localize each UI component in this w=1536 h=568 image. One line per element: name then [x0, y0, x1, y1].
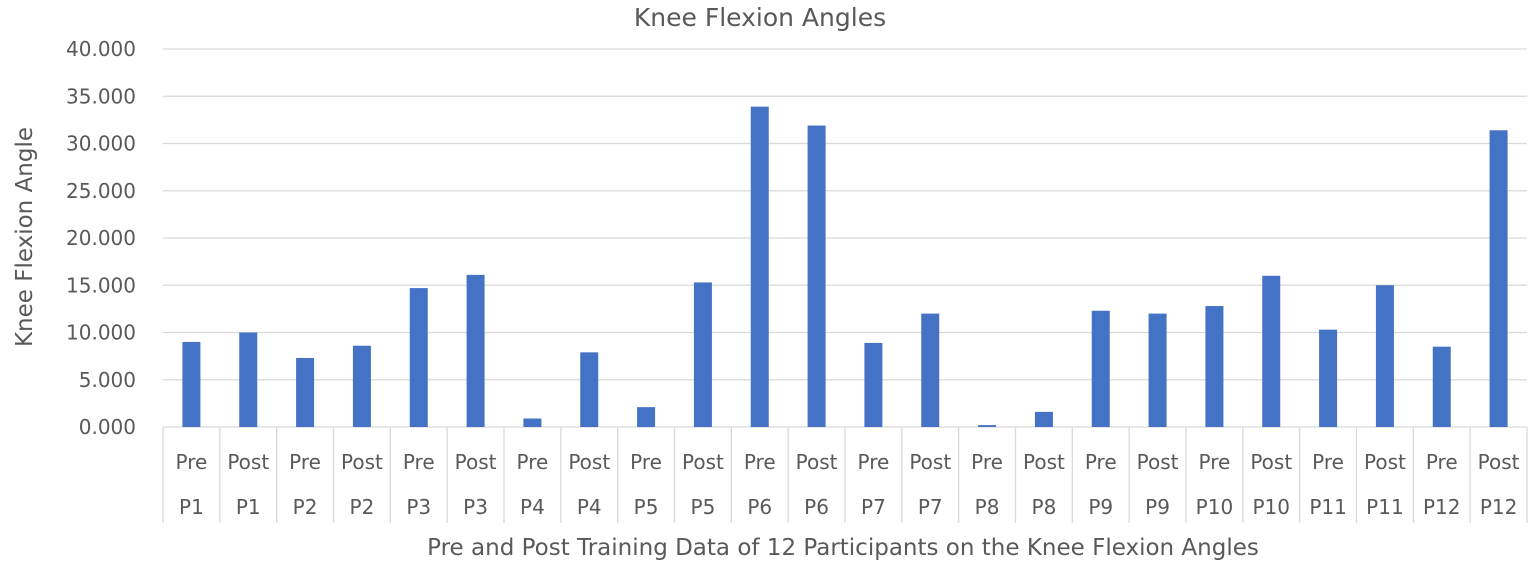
- x-tick-participant: P3: [406, 495, 431, 519]
- bar: [1148, 313, 1167, 427]
- x-tick-phase: Post: [1250, 450, 1292, 474]
- x-tick-phase: Pre: [403, 450, 435, 474]
- x-tick-phase: Pre: [289, 450, 321, 474]
- bar: [409, 288, 428, 427]
- y-tick-label: 20.000: [66, 226, 136, 250]
- gridlines: [163, 48, 1527, 428]
- bar: [1489, 130, 1508, 427]
- x-tick-phase: Pre: [744, 450, 776, 474]
- bar: [1319, 329, 1338, 427]
- x-tick-participant: P7: [861, 495, 886, 519]
- x-tick-phase: Post: [227, 450, 269, 474]
- x-axis-label: Pre and Post Training Data of 12 Partici…: [427, 535, 1259, 561]
- bar: [466, 274, 485, 427]
- bar: [523, 418, 542, 427]
- y-axis-label: Knee Flexion Angle: [12, 127, 38, 347]
- x-tick-participant: P4: [577, 495, 602, 519]
- y-axis-ticks: 0.000 5.000 10.000 15.000 20.000 25.000 30.000…: [66, 37, 136, 439]
- x-tick-phase: Pre: [630, 450, 662, 474]
- x-tick-participant: P4: [520, 495, 545, 519]
- x-tick-participant: P5: [691, 495, 716, 519]
- bar: [750, 106, 769, 428]
- bar: [1205, 306, 1224, 427]
- x-tick-participant: P9: [1145, 495, 1170, 519]
- x-tick-participant: P6: [804, 495, 829, 519]
- bar: [1375, 285, 1394, 427]
- bar: [352, 345, 371, 427]
- x-tick-participant: P11: [1366, 495, 1404, 519]
- y-tick-label: 0.000: [79, 415, 136, 439]
- x-tick-participant: P8: [975, 495, 1000, 519]
- bar: [239, 332, 258, 427]
- x-tick-participant: P1: [236, 495, 261, 519]
- bar: [580, 352, 599, 427]
- x-tick-participant: P11: [1309, 495, 1347, 519]
- bar: [1091, 310, 1110, 427]
- x-tick-participant: P12: [1480, 495, 1518, 519]
- bar: [921, 313, 940, 427]
- x-tick-phase: Pre: [971, 450, 1003, 474]
- x-tick-participant: P8: [1032, 495, 1057, 519]
- x-tick-phase: Post: [682, 450, 724, 474]
- y-tick-label: 15.000: [66, 273, 136, 297]
- bars: [182, 106, 1508, 428]
- x-tick-phase: Post: [796, 450, 838, 474]
- x-tick-phase: Pre: [517, 450, 549, 474]
- x-tick-participant: P9: [1088, 495, 1113, 519]
- x-tick-participant: P5: [634, 495, 659, 519]
- x-tick-participant: P10: [1252, 495, 1290, 519]
- bar: [182, 341, 201, 427]
- x-tick-participant: P2: [350, 495, 375, 519]
- chart-title: Knee Flexion Angles: [634, 3, 886, 32]
- x-tick-participant: P12: [1423, 495, 1461, 519]
- x-tick-phase: Post: [1137, 450, 1179, 474]
- x-axis-categories: Pre P1 Post P1 Pre P2 Post P2 Pre P3 Post P3 Pre P4 Po…: [162, 427, 1528, 523]
- x-tick-phase: Post: [455, 450, 497, 474]
- x-tick-phase: Post: [1023, 450, 1065, 474]
- x-tick-phase: Post: [341, 450, 383, 474]
- bar: [1432, 346, 1451, 427]
- x-tick-participant: P1: [179, 495, 204, 519]
- y-tick-label: 40.000: [66, 37, 136, 61]
- y-tick-label: 30.000: [66, 132, 136, 156]
- bar: [693, 282, 712, 427]
- x-tick-phase: Pre: [1199, 450, 1231, 474]
- y-tick-label: 35.000: [66, 84, 136, 108]
- x-tick-participant: P7: [918, 495, 943, 519]
- bar: [807, 125, 826, 428]
- x-tick-phase: Post: [1364, 450, 1406, 474]
- x-tick-phase: Pre: [176, 450, 208, 474]
- x-tick-participant: P2: [293, 495, 318, 519]
- x-tick-participant: P3: [463, 495, 488, 519]
- y-tick-label: 25.000: [66, 179, 136, 203]
- bar: [637, 407, 656, 427]
- x-tick-phase: Post: [568, 450, 610, 474]
- y-tick-label: 5.000: [79, 368, 136, 392]
- x-tick-phase: Pre: [858, 450, 890, 474]
- x-tick-phase: Post: [909, 450, 951, 474]
- x-tick-phase: Pre: [1085, 450, 1117, 474]
- bar: [296, 358, 315, 427]
- bar: [864, 342, 883, 427]
- bar: [1262, 275, 1281, 427]
- x-tick-phase: Post: [1478, 450, 1520, 474]
- x-tick-phase: Pre: [1426, 450, 1458, 474]
- x-tick-participant: P6: [747, 495, 772, 519]
- x-tick-participant: P10: [1196, 495, 1234, 519]
- x-tick-phase: Pre: [1312, 450, 1344, 474]
- y-tick-label: 10.000: [66, 321, 136, 345]
- bar: [978, 425, 997, 427]
- bar: [1034, 411, 1053, 427]
